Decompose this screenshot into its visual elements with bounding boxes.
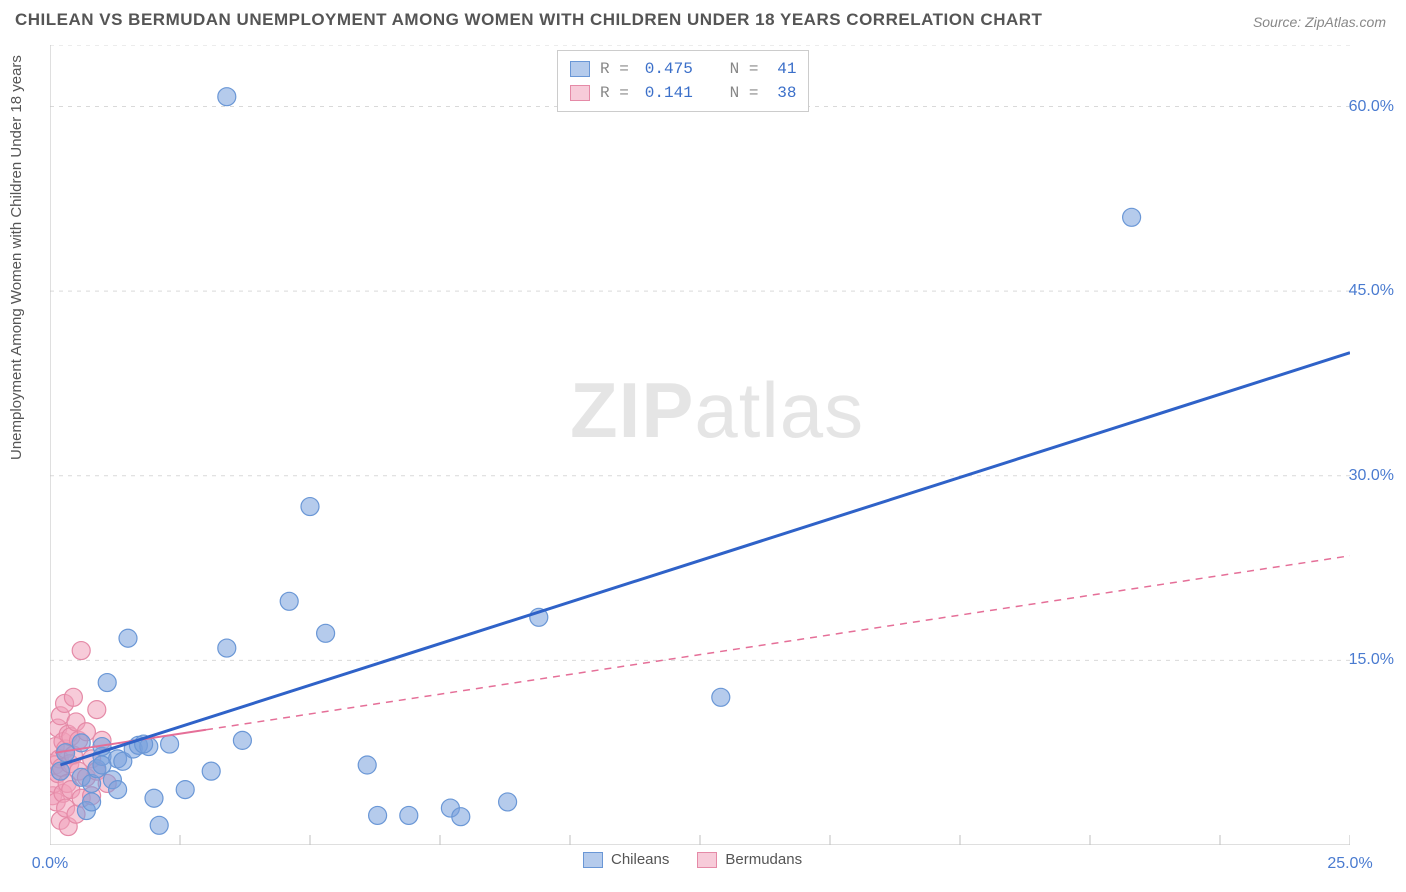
legend-label: Bermudans	[725, 851, 802, 868]
series-legend: Chileans Bermudans	[583, 851, 802, 868]
y-tick-label: 15.0%	[1349, 651, 1394, 669]
legend-item: Chileans	[583, 851, 669, 868]
x-tick-label: 0.0%	[32, 855, 68, 873]
corr-legend-row: R = 0.475 N = 41	[570, 57, 796, 81]
source-label: Source: ZipAtlas.com	[1253, 14, 1386, 30]
y-tick-label: 60.0%	[1349, 98, 1394, 116]
correlation-legend: R = 0.475 N = 41 R = 0.141 N = 38	[557, 50, 809, 112]
corr-legend-row: R = 0.141 N = 38	[570, 81, 796, 105]
legend-swatch	[570, 61, 590, 77]
legend-swatch	[583, 852, 603, 868]
legend-label: Chileans	[611, 851, 669, 868]
legend-item: Bermudans	[697, 851, 802, 868]
chart-title: CHILEAN VS BERMUDAN UNEMPLOYMENT AMONG W…	[15, 10, 1042, 30]
scatter-plot	[50, 45, 1350, 845]
legend-swatch	[697, 852, 717, 868]
legend-swatch	[570, 85, 590, 101]
y-tick-label: 30.0%	[1349, 467, 1394, 485]
y-tick-label: 45.0%	[1349, 282, 1394, 300]
x-tick-label: 25.0%	[1327, 855, 1372, 873]
y-axis-label: Unemployment Among Women with Children U…	[8, 55, 25, 460]
